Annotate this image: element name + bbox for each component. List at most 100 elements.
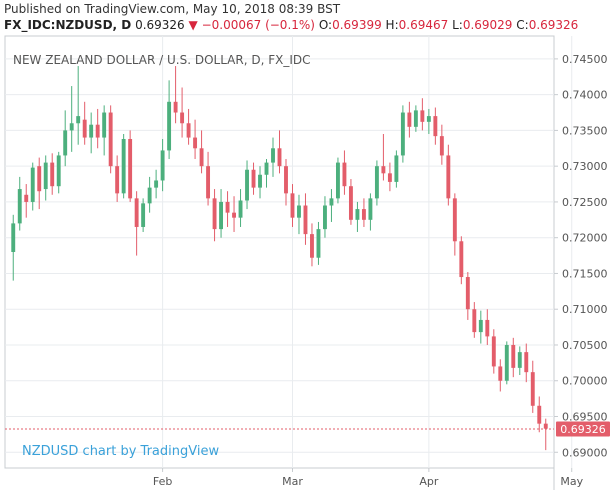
candle xyxy=(400,105,405,163)
candle-body xyxy=(186,123,191,138)
candle xyxy=(452,193,457,256)
candle xyxy=(238,189,243,227)
candle-body xyxy=(95,124,100,138)
time-axis: Feb Mar Apr May xyxy=(153,468,584,488)
candle xyxy=(537,396,542,433)
ohlc-open: O:0.69399 xyxy=(318,18,382,32)
price-tick-label: 0.71000 xyxy=(562,303,608,316)
price-change: −0.00067 (−0.1%) xyxy=(201,18,315,32)
quote-line: FX_IDC:NZDUSD, D 0.69326 ▼ −0.00067 (−0.… xyxy=(4,18,578,32)
candle xyxy=(167,80,172,160)
ohlc-low: L:0.69029 xyxy=(452,18,513,32)
candle-body xyxy=(271,148,275,163)
candle-body xyxy=(69,123,74,131)
candle-body xyxy=(335,162,340,199)
candle-body xyxy=(206,166,211,199)
candle xyxy=(76,66,81,145)
candle-body xyxy=(498,366,503,381)
candle-body xyxy=(297,205,301,218)
candle xyxy=(251,162,256,195)
candle xyxy=(102,105,107,156)
candle xyxy=(472,302,477,338)
candle-body xyxy=(167,101,172,151)
candle xyxy=(374,160,379,206)
candle xyxy=(446,144,451,206)
candle-body xyxy=(355,209,360,220)
candle-body xyxy=(212,198,217,230)
candle xyxy=(173,66,178,124)
candle xyxy=(225,191,230,227)
candle xyxy=(258,166,262,199)
last-price-badge-label: 0.69326 xyxy=(560,423,606,436)
candle-body xyxy=(264,162,269,175)
candle-body xyxy=(543,423,548,429)
price-tick-label: 0.69000 xyxy=(562,446,608,459)
ohlc-high: H:0.69467 xyxy=(385,18,449,32)
candle xyxy=(335,157,340,204)
time-tick-label: Apr xyxy=(419,475,439,488)
time-tick-label: Mar xyxy=(282,475,303,488)
candle xyxy=(121,133,126,199)
candle-body xyxy=(219,201,224,230)
candle xyxy=(264,159,269,188)
candle xyxy=(329,189,334,222)
candle xyxy=(290,184,295,227)
plot-frame xyxy=(4,35,555,469)
candle xyxy=(407,101,412,138)
candle-body xyxy=(517,352,522,368)
candle-body xyxy=(433,116,438,137)
candle-body xyxy=(251,169,256,188)
candle xyxy=(206,151,211,206)
candle-body xyxy=(485,319,490,337)
candle-body xyxy=(277,148,282,167)
candle xyxy=(82,101,87,145)
candle xyxy=(56,151,61,194)
candle xyxy=(199,130,204,174)
candle-body xyxy=(82,119,87,138)
candle xyxy=(323,196,327,238)
candle-body xyxy=(11,223,16,252)
candle-body xyxy=(342,162,347,187)
candle xyxy=(186,108,191,145)
price-tick-label: 0.74000 xyxy=(562,89,608,102)
candle xyxy=(511,337,516,378)
candle xyxy=(154,169,159,199)
candle xyxy=(426,108,431,134)
candle-body xyxy=(374,166,379,199)
candle xyxy=(316,221,321,265)
candle-body xyxy=(511,344,516,368)
candle-body xyxy=(348,186,353,220)
candle-body xyxy=(258,174,262,188)
candle xyxy=(115,155,120,202)
candle xyxy=(310,223,314,267)
candle xyxy=(277,130,282,174)
candle-body xyxy=(537,405,542,424)
candle-body xyxy=(472,309,477,333)
candle xyxy=(134,191,139,256)
symbol-label: FX_IDC:NZDUSD, D xyxy=(4,18,132,32)
candle xyxy=(297,194,301,235)
candle-body xyxy=(459,241,464,278)
candle xyxy=(232,196,236,232)
candle xyxy=(498,359,503,392)
candle xyxy=(245,160,249,210)
candle-body xyxy=(361,209,366,220)
candle xyxy=(439,124,444,165)
candle-body xyxy=(491,336,496,367)
candle-body xyxy=(284,166,288,194)
candle-body xyxy=(478,319,483,333)
candle-body xyxy=(465,277,470,310)
candle xyxy=(271,137,275,177)
candle-body xyxy=(30,167,35,202)
candle-body xyxy=(245,169,249,201)
last-price-badge xyxy=(556,421,610,437)
candle-body xyxy=(238,200,243,218)
candle xyxy=(24,184,29,218)
candle-body xyxy=(154,180,159,188)
price-tick-label: 0.73000 xyxy=(562,160,608,173)
candle xyxy=(108,105,113,174)
candle xyxy=(30,162,35,211)
candle-body xyxy=(89,124,94,138)
price-tick-label: 0.70000 xyxy=(562,375,608,388)
